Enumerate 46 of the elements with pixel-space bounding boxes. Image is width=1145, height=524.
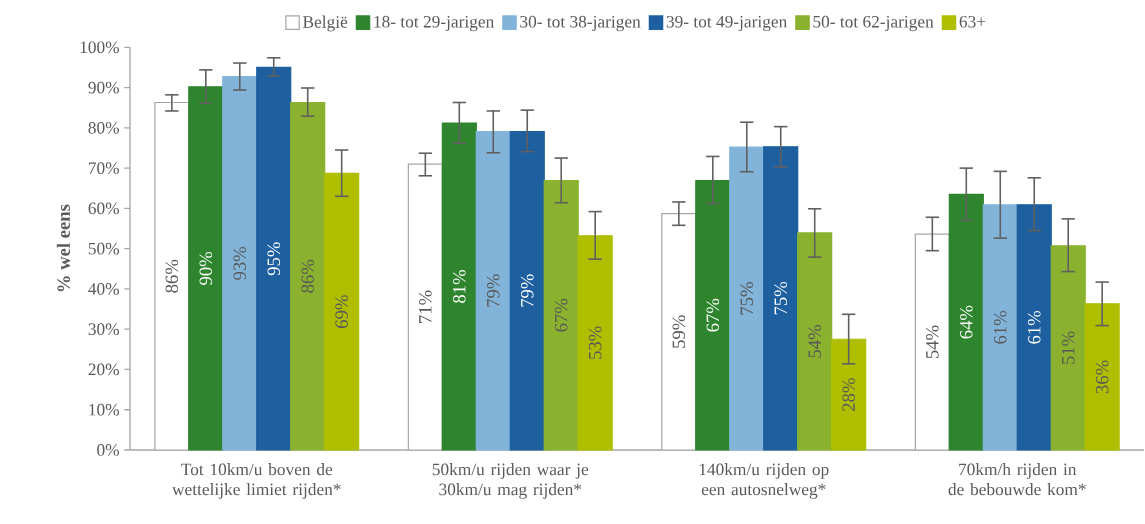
legend-label: 30- tot 38-jarigen — [520, 15, 641, 32]
y-tick-label: 0% — [97, 444, 120, 456]
data-label: 75% — [774, 281, 788, 315]
y-tick-label: 30% — [88, 323, 120, 336]
x-tick-label: 50km/u rijden waar je 30km/u mag rijden* — [432, 463, 589, 499]
y-axis-title: % wel eens — [56, 204, 71, 292]
data-label: 90% — [199, 251, 213, 285]
data-label: 36% — [1095, 360, 1109, 394]
data-label: 75% — [740, 282, 754, 315]
x-tick-label: 140km/u rijden op een autosnelweg* — [699, 463, 829, 499]
data-label: 64% — [959, 305, 973, 339]
data-label: 86% — [165, 259, 179, 293]
y-tick-label: 100% — [80, 41, 120, 54]
legend-label: België — [303, 15, 348, 32]
legend-label: 50- tot 62-jarigen — [813, 15, 934, 32]
y-tick-label: 40% — [88, 283, 120, 295]
data-label: 71% — [419, 290, 432, 323]
data-label: 93% — [233, 246, 247, 280]
data-label: 67% — [706, 298, 720, 332]
x-tick-label: Tot 10km/u boven de wettelijke limiet rijden* — [172, 463, 341, 499]
data-label: 61% — [1027, 310, 1041, 344]
data-label: 54% — [808, 325, 822, 358]
x-tick-label: 70km/h rijden in de bebouwde kom* — [948, 463, 1086, 496]
legend-label: 39- tot 49-jarigen — [666, 15, 787, 32]
y-tick-label: 90% — [88, 81, 120, 94]
data-label: 61% — [993, 310, 1007, 344]
y-tick-label: 50% — [88, 242, 120, 255]
data-label: 69% — [335, 295, 349, 328]
data-label: 79% — [486, 274, 500, 307]
data-label: 53% — [588, 326, 602, 359]
data-label: 54% — [925, 325, 939, 359]
y-tick-label: 60% — [88, 202, 120, 215]
data-label: 86% — [301, 259, 315, 293]
data-label: 67% — [554, 298, 568, 332]
y-tick-label: 10% — [89, 403, 120, 416]
y-tick-label: 20% — [88, 363, 120, 376]
y-tick-label: 80% — [88, 121, 120, 134]
data-label: 81% — [452, 270, 466, 303]
data-label: 59% — [672, 315, 686, 348]
data-label: 95% — [267, 242, 281, 276]
data-label: 28% — [842, 378, 856, 411]
y-tick-label: 70% — [88, 162, 120, 174]
legend-label: 18- tot 29-jarigen — [374, 15, 494, 32]
data-label: 79% — [520, 274, 534, 307]
data-label: 51% — [1061, 331, 1075, 364]
legend-label: 63+ — [959, 15, 986, 28]
